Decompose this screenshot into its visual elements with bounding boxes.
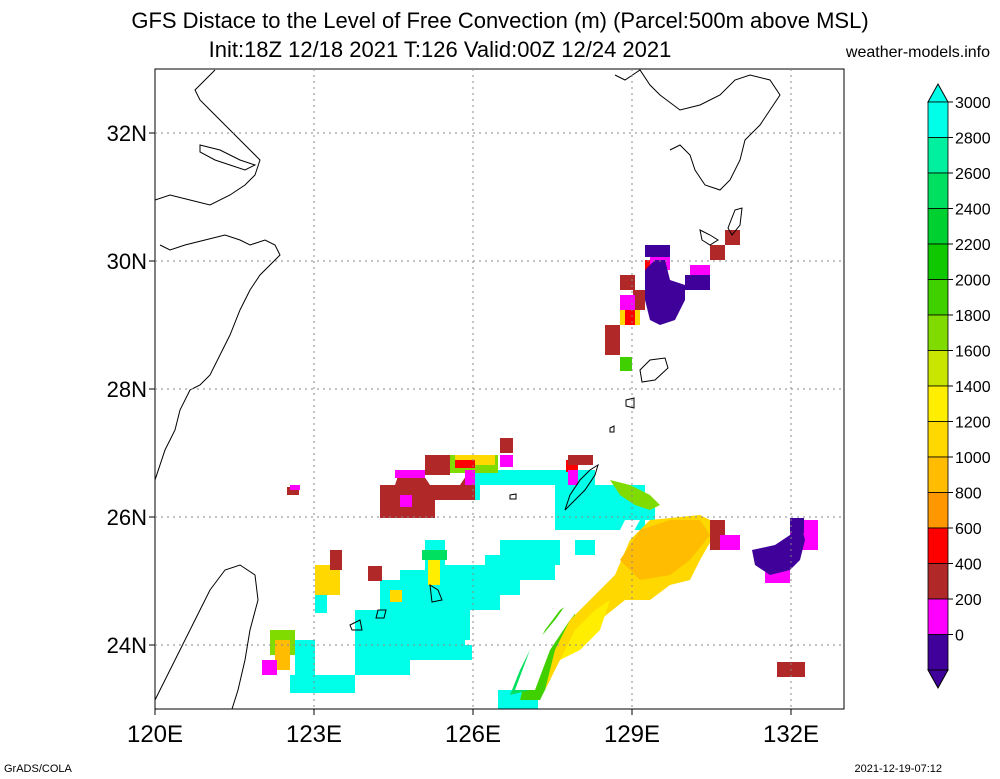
coastlines <box>155 69 781 709</box>
colorbar-swatch <box>927 172 949 209</box>
colorbar-label: 2600 <box>955 166 991 183</box>
y-tick-label: 32N <box>107 121 147 146</box>
colorbar-swatch <box>927 101 949 138</box>
x-tick-label: 123E <box>286 721 342 748</box>
colorbar-label: 0 <box>955 628 964 645</box>
colorbar-label: 2200 <box>955 237 991 254</box>
colorbar-label: 2000 <box>955 273 991 290</box>
colorbar-label: 400 <box>955 557 982 574</box>
colorbar-swatch <box>927 563 949 600</box>
colorbar-swatch <box>927 350 949 387</box>
colorbar-label: 200 <box>955 592 982 609</box>
colorbar-swatch <box>927 527 949 564</box>
field-purple <box>645 245 805 575</box>
colorbar-swatch <box>927 137 949 174</box>
colorbar-top-arrow <box>927 82 949 103</box>
colorbar-swatch <box>927 314 949 351</box>
y-tick-label: 24N <box>107 633 147 658</box>
chart-title: GFS Distace to the Level of Free Convect… <box>131 8 869 33</box>
colorbar-label: 600 <box>955 521 982 538</box>
colorbar-label: 1600 <box>955 344 991 361</box>
footer-credit: GrADS/COLA <box>4 763 72 775</box>
chart-subtitle: Init:18Z 12/18 2021 T:126 Valid:00Z 12/2… <box>208 37 672 62</box>
colorbar-label: 3000 <box>955 95 991 112</box>
colorbar-label: 2400 <box>955 202 991 219</box>
colorbar-swatch <box>927 492 949 529</box>
colorbar-swatch <box>927 279 949 316</box>
colorbar-swatch <box>927 421 949 458</box>
y-tick-label: 26N <box>107 505 147 530</box>
x-tick-label: 126E <box>445 721 501 748</box>
colorbar-swatch <box>927 598 949 635</box>
site-credit: weather-models.info <box>845 44 990 61</box>
footer-timestamp: 2021-12-19-07:12 <box>854 763 942 775</box>
colorbar-bottom-arrow <box>927 669 949 690</box>
x-tick-label: 120E <box>127 721 183 748</box>
colorbar-swatch <box>927 385 949 422</box>
x-tick-label: 129E <box>604 721 660 748</box>
colorbar-label: 1800 <box>955 308 991 325</box>
y-tick-label: 28N <box>107 377 147 402</box>
colorbar-label: 1400 <box>955 379 991 396</box>
colorbar-swatch <box>927 456 949 493</box>
colorbar-label: 1200 <box>955 415 991 432</box>
y-tick-label: 30N <box>107 249 147 274</box>
colorbar-label: 800 <box>955 486 982 503</box>
x-tick-label: 132E <box>763 721 819 748</box>
colorbar-swatch <box>927 208 949 245</box>
colorbar-swatch <box>927 243 949 280</box>
colorbar-swatch <box>927 634 949 671</box>
axis-ticks: 120E 123E 126E 129E 132E 24N 26N 28N 30N 32N <box>107 121 819 748</box>
colorbar-label: 1000 <box>955 450 991 467</box>
grid-lines <box>155 69 844 709</box>
colorbar-label: 2800 <box>955 131 991 148</box>
colorbar: 3000280026002400220020001800160014001200… <box>927 82 991 690</box>
field-gap <box>515 520 640 690</box>
